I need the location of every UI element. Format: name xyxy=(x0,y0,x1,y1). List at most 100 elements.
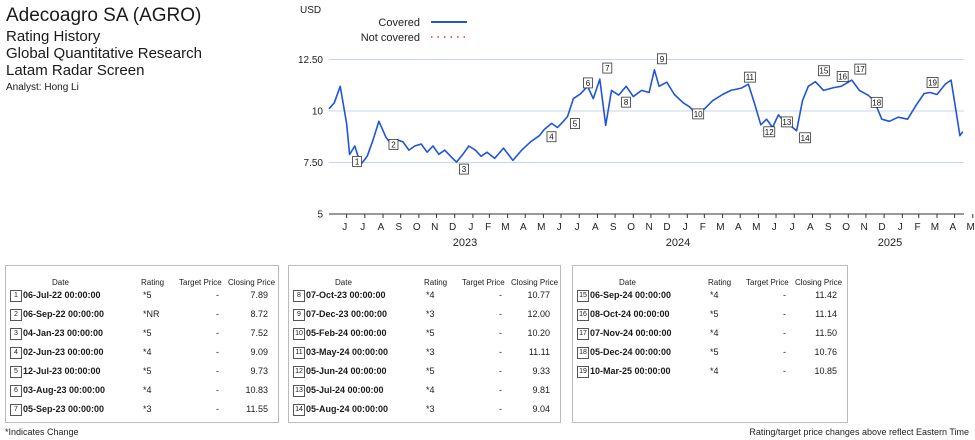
row-rating: *3 xyxy=(426,404,435,414)
row-rating: *4 xyxy=(710,328,719,338)
x-month-label: N xyxy=(860,222,867,233)
row-close: 7.89 xyxy=(250,290,268,300)
rating-table-2: Date Rating Target Price Closing Price 8 07-O… xyxy=(288,265,561,423)
table-row: 5 12-Jul-23 00:00:00 *5 - 9.73 xyxy=(6,364,278,383)
rating-marker-box xyxy=(583,77,593,89)
rating-marker-box xyxy=(870,96,883,108)
row-date: 03-May-24 00:00:00 xyxy=(306,347,389,357)
rating-marker-number: 13 xyxy=(782,118,791,127)
rating-marker: 5 xyxy=(570,118,580,129)
row-date: 02-Jun-23 00:00:00 xyxy=(23,347,104,357)
row-target: - xyxy=(783,290,786,300)
header-rating: Rating xyxy=(141,278,165,287)
header-date: Date xyxy=(619,278,636,287)
row-target: - xyxy=(216,347,219,357)
footnote-change: *Indicates Change xyxy=(5,427,79,437)
x-month-label: J xyxy=(772,222,777,233)
header-target: Target Price xyxy=(746,278,789,287)
x-year-label: 2023 xyxy=(453,237,477,249)
rating-marker-box xyxy=(763,126,776,138)
row-target: - xyxy=(216,366,219,376)
row-rating: *5 xyxy=(426,366,435,376)
x-month-label: J xyxy=(790,222,795,233)
table-row: 19 10-Mar-25 00:00:00 *4 - 10.85 xyxy=(573,364,847,383)
row-target: - xyxy=(783,347,786,357)
row-rating: *5 xyxy=(143,366,152,376)
rating-marker-box xyxy=(836,71,849,82)
rating-marker-box xyxy=(352,156,362,167)
row-rating: *4 xyxy=(710,290,719,300)
rating-marker: 7 xyxy=(602,62,613,74)
y-tick-label: 7.50 xyxy=(304,158,324,169)
x-month-label: A xyxy=(807,222,814,233)
rating-marker-number: 1 xyxy=(355,157,360,166)
x-month-label: A xyxy=(520,222,527,233)
table-row: 2 06-Sep-22 00:00:00 *NR - 8.72 xyxy=(6,307,278,326)
x-month-label: A xyxy=(735,222,742,233)
row-close: 9.73 xyxy=(250,366,268,376)
row-number-box: 9 xyxy=(293,309,305,321)
header-target: Target Price xyxy=(462,278,505,287)
rating-marker: 13 xyxy=(780,116,793,128)
rating-marker: 2 xyxy=(388,138,399,150)
rating-marker-number: 17 xyxy=(856,65,865,74)
row-rating: *5 xyxy=(710,347,719,357)
rating-marker: 14 xyxy=(799,132,811,144)
table-row: 4 02-Jun-23 00:00:00 *4 - 9.09 xyxy=(6,345,278,364)
rating-marker-number: 9 xyxy=(660,55,665,64)
rating-marker: 6 xyxy=(583,77,593,89)
rating-marker-box xyxy=(546,131,557,143)
row-number-box: 16 xyxy=(577,309,589,321)
row-number-box: 1 xyxy=(10,290,22,302)
rating-marker: 17 xyxy=(854,63,867,75)
rating-marker: 4 xyxy=(546,131,557,143)
rating-marker-number: 3 xyxy=(462,165,467,174)
x-year-label: 2025 xyxy=(878,237,902,249)
rating-marker-box xyxy=(602,62,613,74)
row-date: 05-Jun-24 00:00:00 xyxy=(306,366,387,376)
row-number-box: 5 xyxy=(10,366,22,378)
x-month-label: O xyxy=(413,222,421,233)
x-month-label: J xyxy=(468,222,473,233)
row-rating: *3 xyxy=(143,404,152,414)
row-target: - xyxy=(783,328,786,338)
table-row: 8 07-Oct-23 00:00:00 *4 - 10.77 xyxy=(289,288,560,307)
row-number-box: 18 xyxy=(577,347,589,359)
rating-marker-box xyxy=(692,108,705,120)
rating-marker: 8 xyxy=(621,96,631,108)
legend-not-covered-label: Not covered xyxy=(361,32,420,44)
y-axis-label: USD xyxy=(300,5,321,16)
rating-marker-number: 4 xyxy=(549,133,554,142)
rating-marker-number: 10 xyxy=(694,110,703,119)
row-target: - xyxy=(216,404,219,414)
row-date: 06-Jul-22 00:00:00 xyxy=(23,290,101,300)
table-row: 9 07-Dec-23 00:00:00 *3 - 12.00 xyxy=(289,307,560,326)
rating-marker-number: 6 xyxy=(586,79,591,88)
rating-marker-number: 18 xyxy=(872,98,881,107)
rating-marker: 9 xyxy=(657,53,667,65)
rating-marker-number: 15 xyxy=(819,67,828,76)
footnote-eastern-time: Rating/target price changes above reflec… xyxy=(749,427,969,437)
row-date: 08-Oct-24 00:00:00 xyxy=(590,309,670,319)
rating-table-1: Date Rating Target Price Closing Price 1 06-J… xyxy=(5,265,279,423)
header-rating: Rating xyxy=(424,278,448,287)
rating-marker: 12 xyxy=(763,126,776,138)
row-number-box: 14 xyxy=(293,404,305,416)
table-header: Date Rating Target Price Closing Price xyxy=(289,266,560,288)
x-month-label: F xyxy=(914,222,920,233)
rating-marker-number: 5 xyxy=(573,120,578,129)
rating-marker: 11 xyxy=(743,71,756,83)
header-date: Date xyxy=(52,278,69,287)
row-rating: *4 xyxy=(710,366,719,376)
row-close: 10.76 xyxy=(814,347,837,357)
x-month-label: M xyxy=(931,222,939,233)
row-rating: *5 xyxy=(426,328,435,338)
x-month-label: J xyxy=(360,222,365,233)
row-number-box: 19 xyxy=(577,366,589,378)
rating-marker-box xyxy=(743,71,756,83)
row-rating: *5 xyxy=(143,328,152,338)
x-month-label: M xyxy=(501,222,509,233)
legend-covered-label: Covered xyxy=(378,17,420,29)
table-header: Date Rating Target Price Closing Price xyxy=(573,266,847,288)
rating-marker: 10 xyxy=(692,108,705,120)
